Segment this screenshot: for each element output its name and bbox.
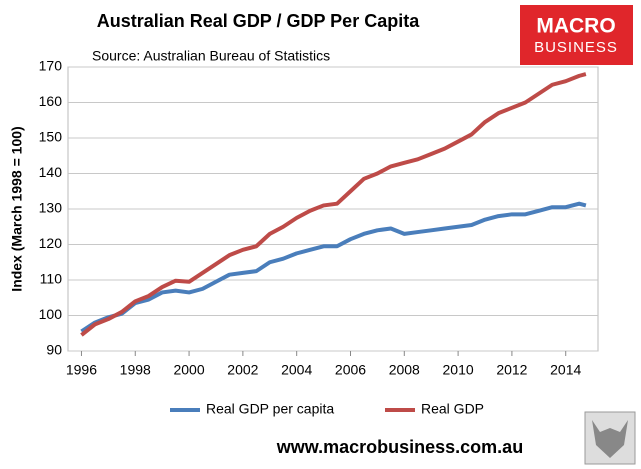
y-axis-label: Index (March 1998 = 100) bbox=[9, 126, 25, 291]
y-tick-label: 100 bbox=[39, 306, 63, 322]
chart-title: Australian Real GDP / GDP Per Capita bbox=[97, 11, 420, 31]
y-tick-label: 120 bbox=[39, 235, 63, 251]
logo-box bbox=[520, 5, 633, 65]
x-tick-label: 2008 bbox=[389, 362, 420, 378]
x-tick-label: 2010 bbox=[443, 362, 474, 378]
legend-label: Real GDP per capita bbox=[206, 401, 334, 417]
y-tick-label: 90 bbox=[46, 342, 62, 358]
x-tick-label: 2000 bbox=[173, 362, 204, 378]
y-tick-label: 170 bbox=[39, 58, 63, 74]
line-series bbox=[80, 72, 587, 337]
line-series bbox=[80, 201, 587, 334]
x-tick-label: 2002 bbox=[227, 362, 258, 378]
wolf-icon bbox=[592, 420, 628, 458]
website: www.macrobusiness.com.au bbox=[276, 437, 523, 457]
y-tick-label: 130 bbox=[39, 200, 63, 216]
x-tick-label: 2004 bbox=[281, 362, 312, 378]
logo-text: BUSINESS bbox=[534, 39, 618, 56]
x-tick-label: 2014 bbox=[550, 362, 581, 378]
x-tick-label: 2006 bbox=[335, 362, 366, 378]
legend-label: Real GDP bbox=[421, 401, 484, 417]
subtitle: Source: Australian Bureau of Statistics bbox=[92, 48, 330, 64]
x-tick-label: 1996 bbox=[66, 362, 97, 378]
y-tick-label: 160 bbox=[39, 93, 63, 109]
logo-text: MACRO bbox=[536, 15, 615, 38]
y-tick-label: 110 bbox=[40, 271, 63, 287]
x-tick-label: 1998 bbox=[120, 362, 151, 378]
y-tick-label: 140 bbox=[39, 164, 63, 180]
y-tick-label: 150 bbox=[39, 129, 63, 145]
x-tick-label: 2012 bbox=[496, 362, 527, 378]
